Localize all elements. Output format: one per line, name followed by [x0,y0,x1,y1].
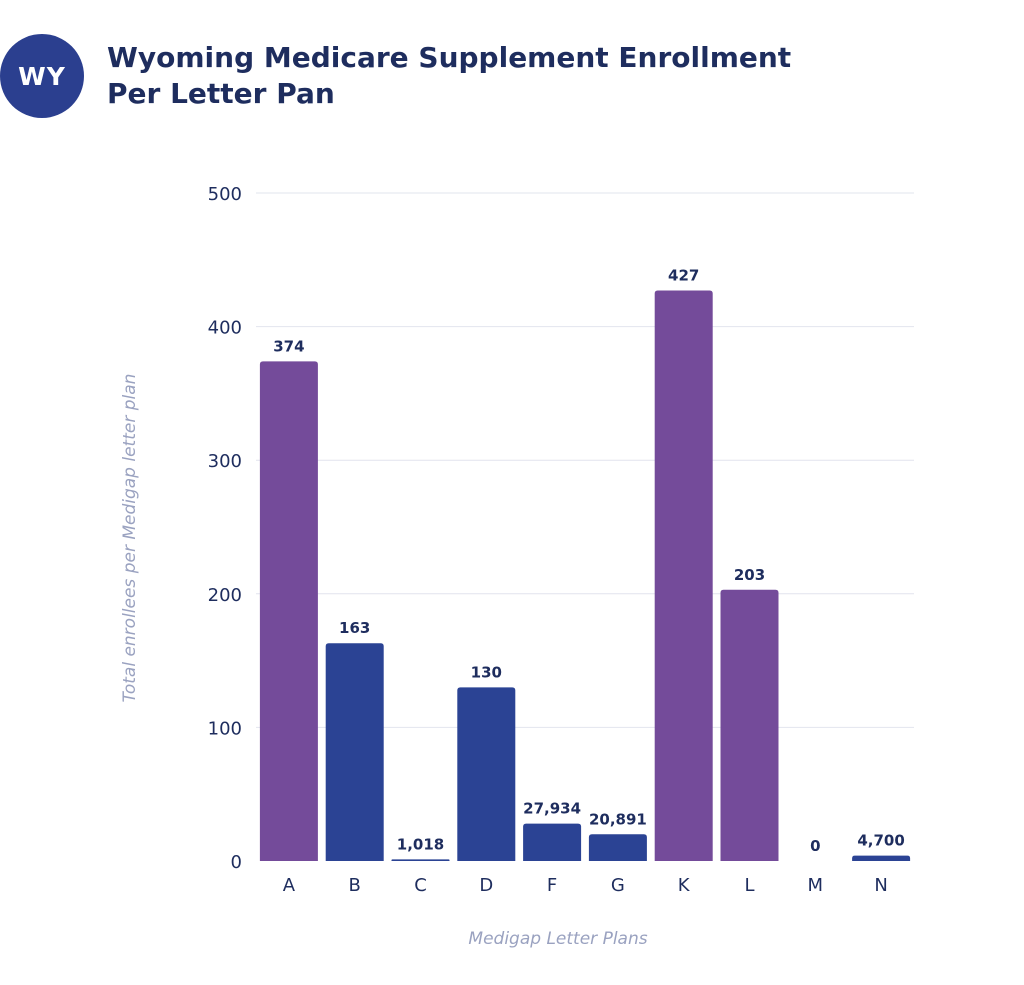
bar-a [259,361,318,861]
bar-b [325,643,384,861]
x-tick-label: L [744,875,754,896]
gridlines [256,192,914,728]
x-tick-label: D [479,875,493,896]
y-tick-label: 0 [231,852,242,873]
data-label-g: 20,891 [589,810,647,828]
y-tick-label: 100 [208,718,242,739]
data-label-n: 4,700 [857,832,904,850]
y-tick-label: 500 [208,184,242,205]
x-tick-label: B [349,875,361,896]
data-label-a: 374 [273,337,304,355]
bar-c [391,859,450,861]
x-tick-label: N [874,875,887,896]
data-label-f: 27,934 [523,800,581,818]
state-badge-text: WY [18,61,66,91]
data-label-k: 427 [668,267,699,285]
x-tick-label: A [283,875,296,896]
y-axis-ticks: 0 100 200 300 400 500 [208,184,242,873]
data-label-c: 1,018 [397,835,444,853]
bars [259,290,911,861]
data-label-m: 0 [810,837,820,855]
state-badge: WY [0,34,84,118]
bar-g [588,834,647,861]
data-label-l: 203 [734,566,765,584]
chart-title: Wyoming Medicare Supplement Enrollment P… [107,40,791,112]
data-label-b: 163 [339,619,370,637]
x-tick-label: F [547,875,557,896]
y-tick-label: 200 [208,585,242,606]
bar-k [654,290,713,861]
chart-title-line-1: Wyoming Medicare Supplement Enrollment [107,41,792,74]
y-tick-label: 400 [208,318,242,339]
bar-n [852,855,911,861]
data-label-d: 130 [471,663,502,681]
y-tick-label: 300 [208,451,242,472]
bar-l [720,589,779,861]
bar-f [523,823,582,861]
x-tick-label: G [611,875,625,896]
x-tick-label: C [414,875,427,896]
y-axis-title: Total enrollees per Medigap letter plan [120,374,140,703]
bar-d [457,687,516,861]
data-labels: 374 163 1,018 130 27,934 20,891 427 203 0 4,700 [273,267,905,855]
x-axis-title: Medigap Letter Plans [468,929,647,949]
x-tick-label: K [678,875,691,896]
chart-title-line-2: Per Letter Pan [107,77,335,110]
x-tick-label: M [808,875,824,896]
